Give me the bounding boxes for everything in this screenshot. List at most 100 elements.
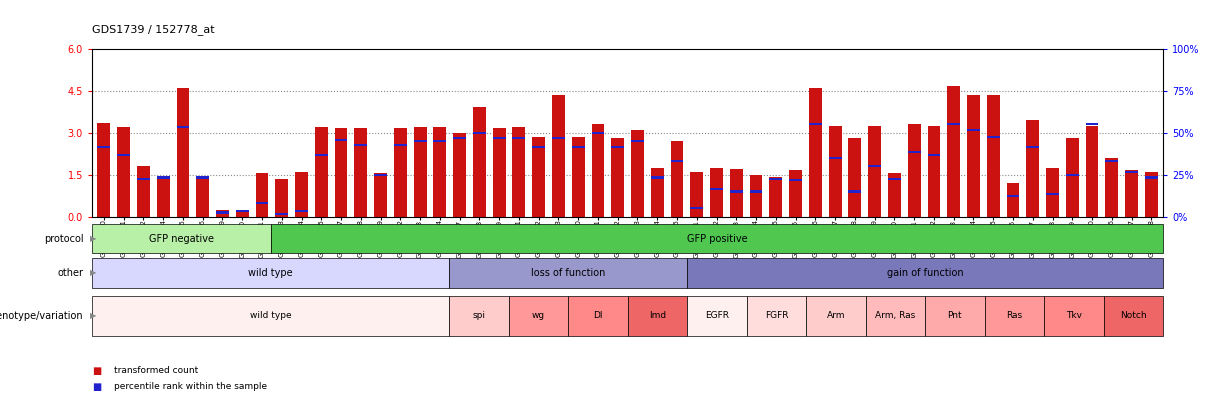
Bar bbox=[552, 95, 564, 217]
Text: ■: ■ bbox=[92, 366, 102, 375]
Bar bbox=[294, 172, 308, 217]
Bar bbox=[869, 126, 881, 217]
Text: ▶: ▶ bbox=[90, 234, 96, 243]
Text: transformed count: transformed count bbox=[114, 366, 199, 375]
Bar bbox=[355, 144, 367, 146]
Text: Tkv: Tkv bbox=[1066, 311, 1082, 320]
Bar bbox=[472, 132, 486, 134]
Bar bbox=[691, 207, 703, 209]
Bar bbox=[987, 136, 1000, 138]
Text: spi: spi bbox=[472, 311, 486, 320]
Text: ▶: ▶ bbox=[90, 269, 96, 277]
Bar bbox=[730, 190, 742, 193]
Bar bbox=[769, 178, 783, 180]
Bar bbox=[809, 88, 822, 217]
Text: wg: wg bbox=[531, 311, 545, 320]
Bar bbox=[1106, 160, 1118, 162]
Bar bbox=[1006, 183, 1020, 217]
Bar bbox=[374, 173, 387, 176]
Bar bbox=[1006, 194, 1020, 197]
Text: protocol: protocol bbox=[44, 234, 83, 243]
Bar bbox=[513, 127, 525, 217]
Bar bbox=[453, 137, 466, 139]
Bar bbox=[216, 210, 229, 217]
Text: wild type: wild type bbox=[250, 311, 291, 320]
Text: wild type: wild type bbox=[248, 268, 293, 278]
Bar bbox=[335, 139, 347, 141]
Bar bbox=[572, 145, 584, 148]
Bar bbox=[294, 210, 308, 212]
Bar bbox=[1066, 138, 1079, 217]
Bar bbox=[255, 173, 269, 217]
Bar bbox=[552, 137, 564, 139]
Bar bbox=[710, 168, 723, 217]
Text: ■: ■ bbox=[92, 382, 102, 392]
Text: loss of function: loss of function bbox=[531, 268, 605, 278]
Bar bbox=[533, 137, 545, 217]
Text: Notch: Notch bbox=[1120, 311, 1147, 320]
Bar bbox=[750, 190, 762, 193]
Bar bbox=[671, 160, 683, 162]
Bar bbox=[691, 172, 703, 217]
Bar bbox=[1145, 172, 1158, 217]
Bar bbox=[650, 168, 664, 217]
Bar bbox=[177, 88, 189, 217]
Bar bbox=[631, 130, 644, 217]
Text: genotype/variation: genotype/variation bbox=[0, 311, 83, 321]
Bar bbox=[611, 138, 625, 217]
Bar bbox=[888, 178, 901, 180]
Bar bbox=[216, 211, 229, 213]
Bar bbox=[433, 140, 447, 142]
Text: GDS1739 / 152778_at: GDS1739 / 152778_at bbox=[92, 24, 215, 35]
Text: Arm: Arm bbox=[827, 311, 845, 320]
Bar bbox=[255, 202, 269, 204]
Bar bbox=[908, 124, 920, 217]
Text: FGFR: FGFR bbox=[764, 311, 788, 320]
Text: other: other bbox=[58, 268, 83, 278]
Bar bbox=[591, 132, 605, 134]
Bar bbox=[472, 107, 486, 217]
Bar bbox=[1125, 171, 1137, 173]
Bar bbox=[1026, 145, 1039, 148]
Bar bbox=[1125, 171, 1137, 217]
Bar bbox=[1047, 168, 1059, 217]
Bar bbox=[1086, 126, 1098, 217]
Bar bbox=[928, 126, 940, 217]
Bar bbox=[236, 210, 249, 212]
Bar bbox=[453, 133, 466, 217]
Bar bbox=[888, 173, 901, 217]
Bar bbox=[710, 188, 723, 190]
Bar bbox=[1145, 176, 1158, 179]
Bar bbox=[848, 138, 861, 217]
Bar bbox=[118, 154, 130, 156]
Text: ▶: ▶ bbox=[90, 311, 96, 320]
Bar bbox=[967, 95, 980, 217]
Bar bbox=[828, 126, 842, 217]
Bar bbox=[493, 128, 506, 217]
Text: Ras: Ras bbox=[1006, 311, 1022, 320]
Text: EGFR: EGFR bbox=[704, 311, 729, 320]
Bar bbox=[1086, 123, 1098, 126]
Bar bbox=[750, 175, 762, 217]
Bar bbox=[137, 178, 150, 180]
Bar bbox=[275, 179, 288, 217]
Bar bbox=[1047, 193, 1059, 195]
Bar bbox=[157, 176, 169, 217]
Text: lmd: lmd bbox=[649, 311, 666, 320]
Bar bbox=[275, 213, 288, 215]
Bar bbox=[928, 154, 940, 156]
Bar bbox=[374, 173, 387, 217]
Text: Pnt: Pnt bbox=[947, 311, 962, 320]
Bar bbox=[848, 190, 861, 193]
Bar bbox=[671, 141, 683, 217]
Bar bbox=[97, 123, 110, 217]
Bar bbox=[493, 137, 506, 139]
Text: GFP positive: GFP positive bbox=[687, 234, 747, 243]
Bar bbox=[987, 95, 1000, 217]
Bar bbox=[809, 123, 822, 126]
Bar bbox=[97, 145, 110, 148]
Bar bbox=[118, 127, 130, 217]
Bar bbox=[967, 129, 980, 131]
Bar bbox=[650, 176, 664, 179]
Bar bbox=[394, 144, 407, 146]
